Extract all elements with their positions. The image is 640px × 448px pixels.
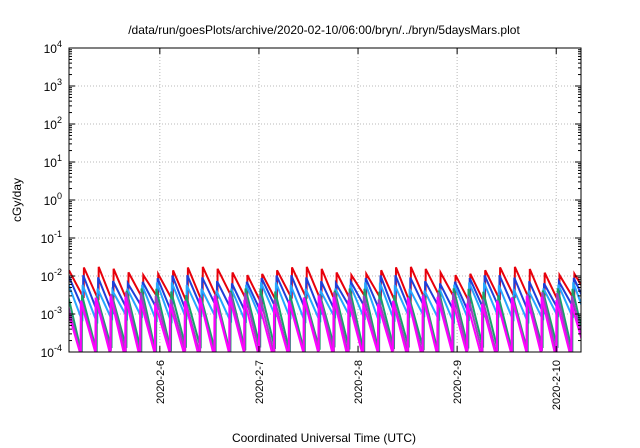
y-tick-label: 10-1 bbox=[41, 229, 62, 246]
y-axis-label: cGy/day bbox=[10, 178, 24, 222]
y-tick-label: 102 bbox=[44, 115, 62, 132]
y-tick-label: 100 bbox=[44, 191, 62, 208]
chart-title: /data/run/goesPlots/archive/2020-02-10/0… bbox=[128, 23, 520, 37]
x-tick-label: 2020-2-7 bbox=[254, 360, 266, 404]
y-tick-label: 10-3 bbox=[41, 305, 62, 322]
y-tick-label: 10-2 bbox=[41, 267, 62, 284]
y-tick-label: 101 bbox=[44, 153, 62, 170]
axis-ticks bbox=[69, 47, 581, 353]
series-line bbox=[69, 295, 581, 352]
x-tick-label: 2020-2-10 bbox=[551, 360, 563, 410]
y-tick-label: 103 bbox=[44, 77, 62, 94]
x-tick-labels: 2020-2-6 2020-2-7 2020-2-8 2020-2-9 2020-2-1… bbox=[155, 360, 563, 410]
x-tick-label: 2020-2-6 bbox=[155, 360, 167, 404]
x-axis-label: Coordinated Universal Time (UTC) bbox=[232, 431, 416, 445]
y-tick-label: 10-4 bbox=[41, 343, 62, 360]
series-lines bbox=[69, 266, 581, 352]
x-tick-label: 2020-2-9 bbox=[452, 360, 464, 404]
y-tick-labels: 10-4 10-3 10-2 10-1 100 101 102 103 104 bbox=[41, 39, 62, 360]
y-tick-label: 104 bbox=[44, 39, 62, 56]
x-tick-label: 2020-2-8 bbox=[353, 360, 365, 404]
